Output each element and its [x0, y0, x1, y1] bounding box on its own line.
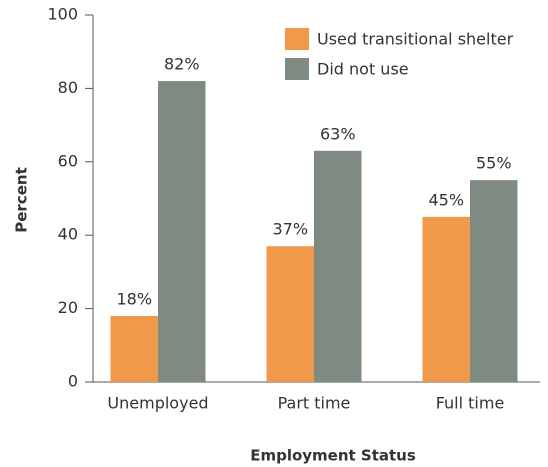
value-label: 37%	[272, 220, 308, 239]
x-tick-label: Part time	[278, 394, 351, 413]
value-label: 55%	[476, 154, 512, 173]
legend-swatch	[285, 58, 309, 80]
x-tick-label: Full time	[436, 394, 505, 413]
value-label: 63%	[320, 124, 356, 143]
y-tick-label: 100	[47, 5, 78, 24]
legend-swatch	[285, 28, 309, 50]
legend-label: Used transitional shelter	[317, 30, 514, 49]
value-label: 82%	[164, 55, 200, 74]
y-axis-title: Percent	[13, 167, 31, 232]
bar	[110, 315, 158, 382]
bar	[422, 216, 470, 382]
value-label: 45%	[428, 190, 464, 209]
y-tick-label: 0	[68, 372, 78, 391]
bar	[266, 246, 314, 382]
x-tick-label: Unemployed	[107, 394, 208, 413]
y-tick-label: 60	[58, 151, 78, 170]
value-label: 18%	[116, 289, 152, 308]
bar	[314, 150, 362, 382]
bar	[158, 81, 206, 382]
x-axis-title: Employment Status	[250, 447, 416, 465]
y-tick-label: 40	[58, 225, 78, 244]
y-tick-label: 80	[58, 78, 78, 97]
y-tick-label: 20	[58, 298, 78, 317]
bar	[470, 180, 518, 382]
legend-label: Did not use	[317, 60, 409, 79]
